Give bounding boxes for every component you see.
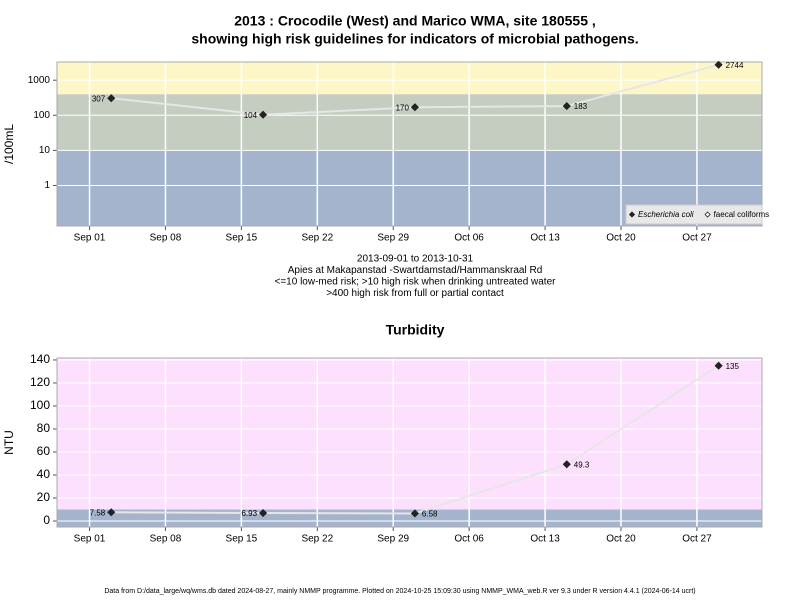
x-tick-label: Sep 01 — [74, 233, 106, 244]
y-tick-label: 10 — [39, 145, 51, 156]
x-tick-label: Sep 01 — [74, 534, 106, 545]
x-tick-label: Oct 27 — [682, 233, 712, 244]
data-label: 6.93 — [241, 509, 257, 518]
chart-title: Turbidity — [386, 322, 445, 338]
chart-title: showing high risk guidelines for indicat… — [191, 31, 638, 47]
subtitle-note: Apies at Makapanstad -Swartdamstad/Hamma… — [288, 265, 543, 276]
x-tick-label: Sep 22 — [301, 233, 333, 244]
legend-label: faecal coliforms — [714, 210, 770, 219]
y-tick-label: 20 — [37, 490, 51, 504]
data-point — [562, 102, 571, 111]
data-point — [410, 103, 419, 112]
data-point — [259, 508, 268, 518]
x-tick-label: Sep 08 — [150, 233, 182, 244]
y-tick-label: 120 — [30, 375, 50, 389]
legend-box — [625, 204, 763, 225]
y-axis-label: /100mL — [2, 124, 16, 164]
chart-title: 2013 : Crocodile (West) and Marico WMA, … — [234, 13, 596, 29]
data-label: 6.58 — [422, 510, 438, 519]
legend-label: Escherichia coli — [638, 210, 694, 219]
risk-band — [57, 358, 762, 510]
data-point — [562, 460, 571, 469]
data-label: 183 — [574, 102, 588, 111]
data-point — [714, 361, 723, 370]
y-tick-label: 60 — [37, 444, 51, 458]
x-tick-label: Sep 29 — [377, 534, 409, 545]
x-tick-label: Sep 22 — [301, 534, 333, 545]
data-label: 49.3 — [574, 460, 590, 469]
x-tick-label: Sep 29 — [377, 233, 409, 244]
data-label: 170 — [396, 103, 410, 112]
data-point — [714, 60, 723, 69]
subtitle-note: 2013-09-01 to 2013-10-31 — [357, 254, 474, 265]
y-tick-label: 1000 — [28, 75, 51, 86]
y-tick-label: 80 — [37, 421, 51, 435]
plot-frame — [56, 357, 763, 528]
data-point — [259, 110, 268, 119]
y-tick-label: 1 — [44, 180, 50, 191]
data-point — [410, 509, 419, 518]
y-tick-label: 40 — [37, 467, 51, 481]
data-label: 135 — [726, 362, 740, 371]
x-tick-label: Oct 06 — [454, 233, 484, 244]
x-tick-label: Oct 20 — [606, 233, 636, 244]
x-tick-label: Oct 20 — [606, 534, 636, 545]
risk-band — [57, 94, 762, 151]
plot-frame — [56, 61, 763, 227]
x-tick-label: Oct 27 — [682, 534, 712, 545]
data-point — [107, 94, 116, 103]
legend-marker — [704, 211, 711, 218]
subtitle-note: <=10 low-med risk; >10 high risk when dr… — [275, 277, 557, 288]
y-tick-label: 0 — [43, 513, 50, 527]
y-tick-label: 100 — [33, 110, 50, 121]
footer: Data from D:/data_large/wq/wms.db dated … — [104, 588, 695, 595]
y-axis-label: NTU — [2, 430, 16, 455]
data-label: 307 — [92, 94, 106, 103]
legend-marker — [628, 211, 636, 218]
data-label: 2744 — [726, 61, 744, 70]
x-tick-label: Sep 08 — [150, 534, 182, 545]
x-tick-label: Sep 15 — [226, 233, 258, 244]
subtitle-note: >400 high risk from full or partial cont… — [326, 288, 504, 299]
y-tick-label: 100 — [30, 398, 50, 412]
data-label: 7.58 — [90, 508, 106, 517]
x-tick-label: Oct 13 — [530, 233, 560, 244]
data-point — [107, 508, 116, 517]
x-tick-label: Oct 06 — [454, 534, 484, 545]
x-tick-label: Oct 13 — [530, 534, 560, 545]
x-tick-label: Sep 15 — [226, 534, 258, 545]
risk-band — [57, 62, 762, 95]
data-label: 104 — [244, 111, 258, 120]
y-tick-label: 140 — [30, 352, 50, 366]
